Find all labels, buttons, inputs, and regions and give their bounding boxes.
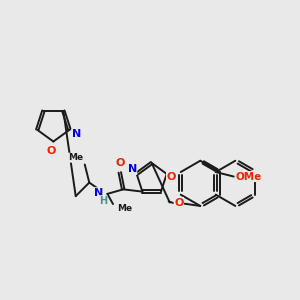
Text: O: O xyxy=(115,158,124,168)
Text: O: O xyxy=(167,172,176,182)
Text: Me: Me xyxy=(68,153,83,162)
Text: O: O xyxy=(174,198,184,208)
Text: H: H xyxy=(99,196,107,206)
Text: N: N xyxy=(128,164,137,174)
Text: N: N xyxy=(94,188,103,198)
Text: Me: Me xyxy=(117,204,132,213)
Text: N: N xyxy=(72,129,81,139)
Text: O: O xyxy=(46,146,56,156)
Text: OMe: OMe xyxy=(236,172,262,182)
